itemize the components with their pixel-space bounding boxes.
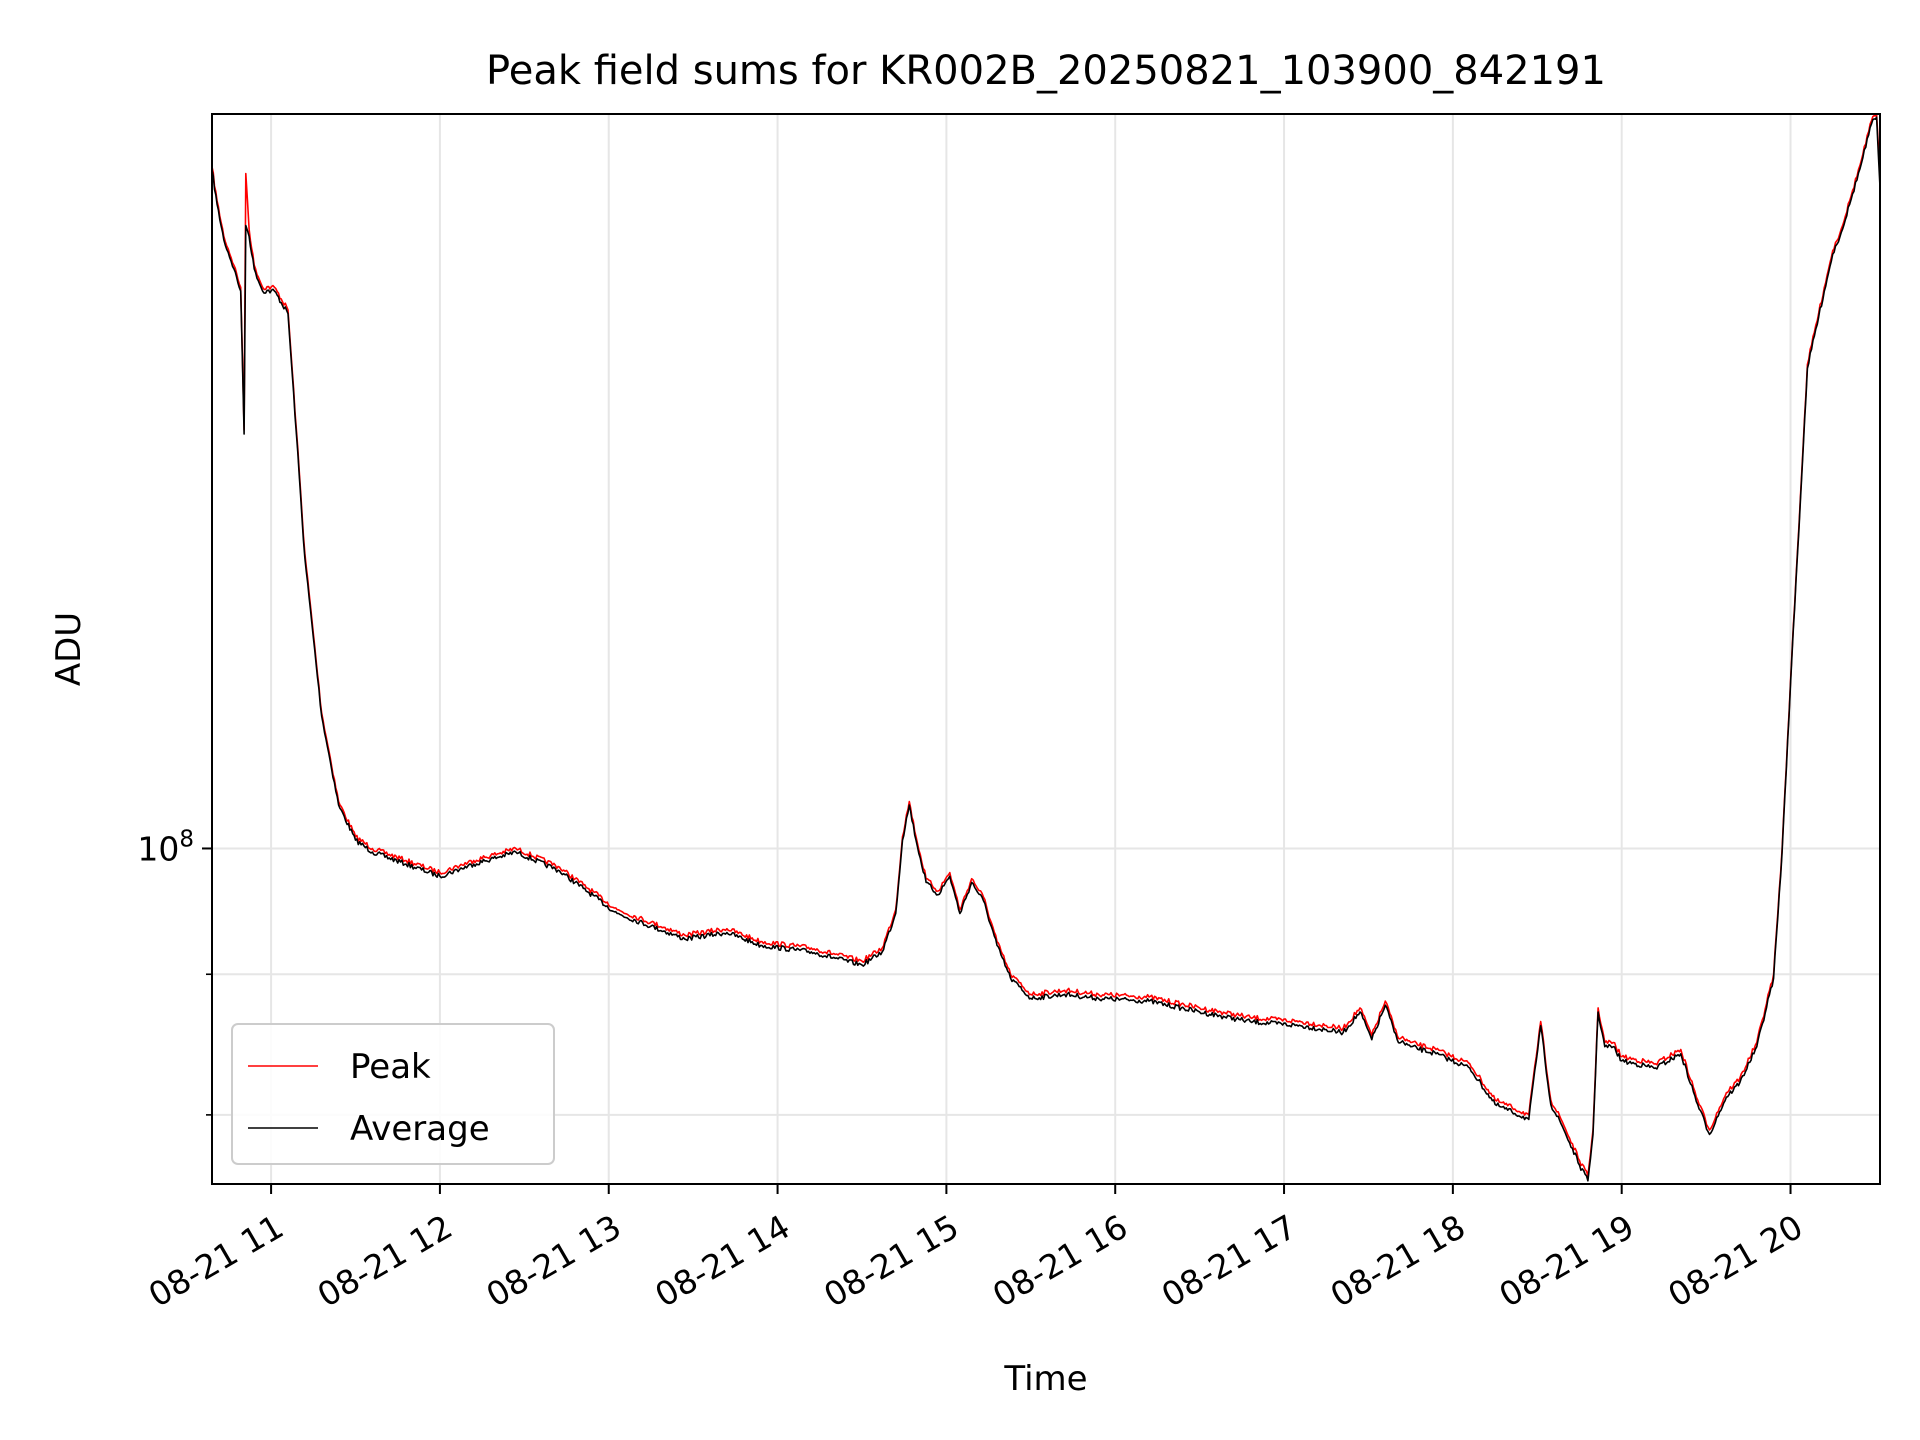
- legend-average-label: Average: [350, 1109, 490, 1149]
- chart-title: Peak field sums for KR002B_20250821_1039…: [486, 48, 1606, 94]
- legend-box: [231, 1023, 555, 1165]
- grid-lines: [212, 114, 1880, 1184]
- y-axis-title: ADU: [49, 612, 89, 686]
- y-axis-ticks: 108: [137, 826, 212, 1116]
- average-series-line: [211, 116, 1881, 1182]
- x-axis-title: Time: [1003, 1359, 1087, 1399]
- plot-area-frame: [211, 113, 1881, 1185]
- series-lines: [211, 113, 1881, 1182]
- peak-series-line: [211, 113, 1881, 1177]
- legend: Peak Average: [231, 1023, 555, 1165]
- y-tick-label: 108: [137, 826, 194, 868]
- legend-peak-label: Peak: [350, 1047, 431, 1087]
